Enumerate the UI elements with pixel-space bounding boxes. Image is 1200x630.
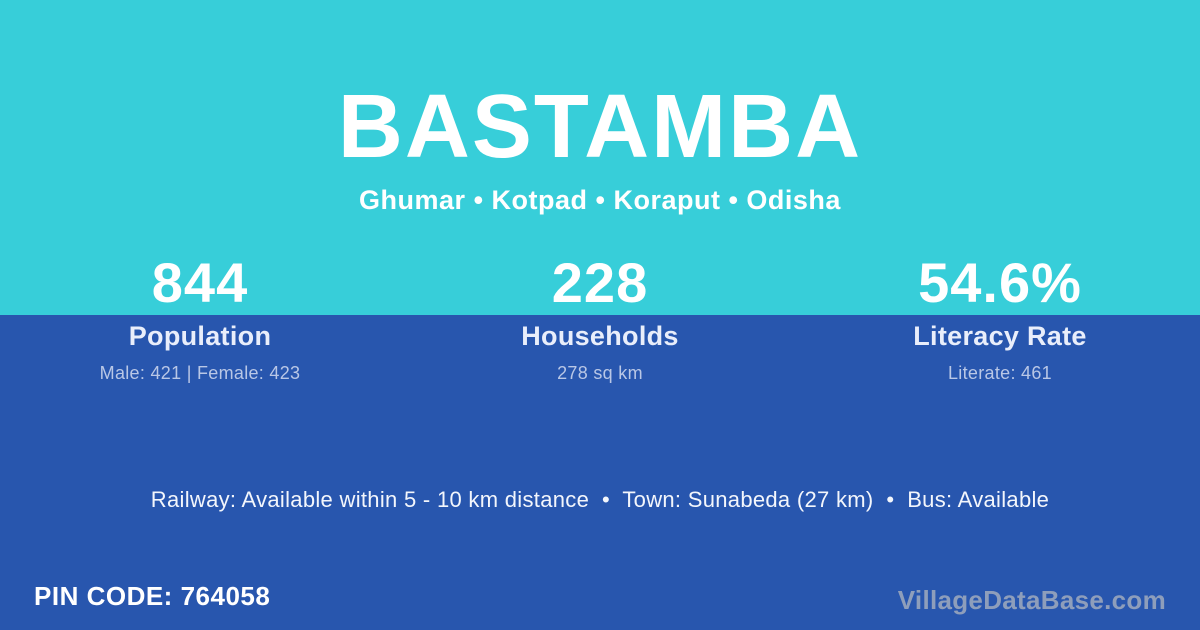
site-watermark: VillageDataBase.com xyxy=(897,585,1166,615)
population-detail: Male: 421 | Female: 423 xyxy=(99,363,301,384)
households-label: Households xyxy=(521,321,679,351)
literacy-detail: Literate: 461 xyxy=(948,363,1052,384)
pin-code-label: PIN CODE: 764058 xyxy=(34,581,271,611)
literacy-cell: Literacy Rate Literate: 461 xyxy=(800,320,1200,384)
stat-labels-row: Population Male: 421 | Female: 423 House… xyxy=(0,315,1200,384)
households-value: 228 xyxy=(551,251,649,314)
population-cell: Population Male: 421 | Female: 423 xyxy=(0,320,400,384)
details-section: Population Male: 421 | Female: 423 House… xyxy=(0,315,1200,630)
literacy-rate-value: 54.6% xyxy=(918,251,1082,314)
location-breadcrumb: Ghumar • Kotpad • Koraput • Odisha xyxy=(359,185,841,215)
village-title: BASTAMBA xyxy=(337,77,863,177)
header-section: BASTAMBA Ghumar • Kotpad • Koraput • Odi… xyxy=(0,0,1200,315)
households-cell: Households 278 sq km xyxy=(400,320,800,384)
population-value: 844 xyxy=(151,251,249,314)
transport-availability-line: Railway: Available within 5 - 10 km dist… xyxy=(150,487,1050,512)
households-detail: 278 sq km xyxy=(557,363,643,384)
population-label: Population xyxy=(128,321,272,351)
stat-values-row: 844 228 54.6% xyxy=(0,255,1200,315)
literacy-label: Literacy Rate xyxy=(913,321,1087,351)
